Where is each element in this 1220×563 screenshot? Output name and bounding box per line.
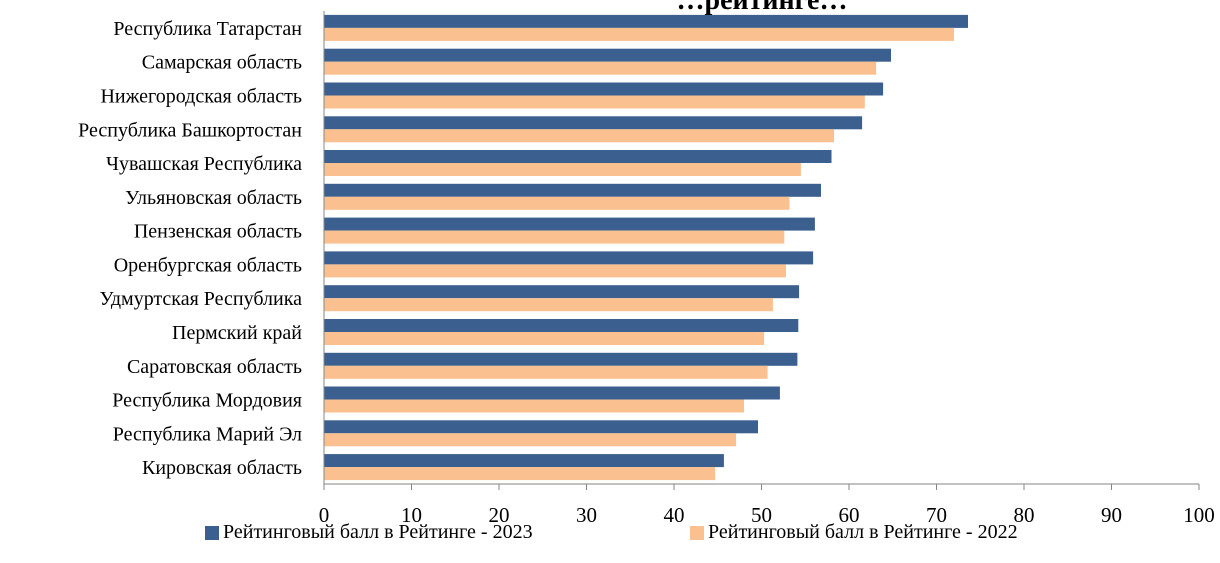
category-label: Саратовская область [127, 356, 302, 378]
bar-2023 [324, 82, 884, 96]
category-label: Нижегородская область [100, 86, 302, 108]
bar-2022 [324, 61, 877, 75]
chart-legend: Рейтинговый балл в Рейтинге - 2023 Рейти… [0, 521, 1220, 551]
x-tick-label: 10 [401, 503, 422, 527]
bar-2022 [324, 95, 865, 109]
bar-2023 [324, 251, 814, 265]
legend-item-2022: Рейтинговый балл в Рейтинге - 2022 [690, 521, 1018, 544]
x-tick-label: 50 [751, 503, 772, 527]
category-label: Удмуртская Республика [100, 288, 303, 310]
bar-2023 [324, 352, 798, 366]
bar-2022 [324, 365, 768, 379]
category-label: Ульяновская область [125, 187, 302, 209]
bar-2022 [324, 163, 801, 176]
x-tick-label: 90 [1101, 503, 1122, 527]
bar-2023 [324, 319, 799, 332]
bar-2023 [324, 183, 821, 197]
category-label: Самарская область [142, 52, 302, 74]
bar-2023 [324, 48, 891, 62]
bar-2023 [324, 420, 758, 434]
bar-2023 [324, 14, 968, 28]
bar-2023 [324, 150, 832, 163]
bar-2022 [324, 467, 716, 481]
bar-2022 [324, 27, 954, 41]
category-label: Чувашская Республика [106, 153, 302, 175]
x-tick-label: 30 [576, 503, 597, 527]
bar-2022 [324, 230, 785, 244]
bar-2023 [324, 386, 780, 400]
x-tick-label: 40 [664, 503, 685, 527]
legend-swatch-2022 [690, 525, 704, 540]
category-label: Республика Мордовия [112, 390, 302, 412]
x-tick-label: 0 [319, 503, 330, 527]
x-tick-label: 20 [489, 503, 510, 527]
bar-2022 [324, 129, 835, 143]
bar-2023 [324, 285, 800, 299]
bar-2023 [324, 217, 815, 231]
bar-2022 [324, 433, 737, 447]
category-label: Республика Башкортостан [78, 119, 302, 141]
bar-2023 [324, 116, 863, 130]
legend-swatch-2023 [205, 525, 219, 540]
category-label: Республика Марий Эл [113, 423, 302, 445]
x-tick-label: 80 [1014, 503, 1035, 527]
bar-2022 [324, 332, 765, 345]
bar-2022 [324, 264, 786, 278]
legend-label-2023: Рейтинговый балл в Рейтинге - 2023 [223, 521, 533, 543]
bar-2022 [324, 399, 744, 413]
bar-2023 [324, 454, 724, 468]
chart-title: …рейтинге… [676, 0, 848, 16]
x-tick-label: 60 [839, 503, 860, 527]
legend-item-2023: Рейтинговый балл в Рейтинге - 2023 [205, 521, 533, 544]
category-label: Республика Татарстан [113, 18, 302, 40]
category-label: Пермский край [172, 322, 302, 344]
category-label: Кировская область [142, 457, 302, 479]
bar-2022 [324, 196, 790, 210]
x-tick-label: 70 [926, 503, 947, 527]
bar-2022 [324, 298, 773, 312]
legend-label-2022: Рейтинговый балл в Рейтинге - 2022 [708, 521, 1018, 543]
category-label: Оренбургская область [114, 254, 302, 276]
category-label: Пензенская область [134, 221, 302, 243]
x-tick-label: 100 [1183, 503, 1215, 527]
